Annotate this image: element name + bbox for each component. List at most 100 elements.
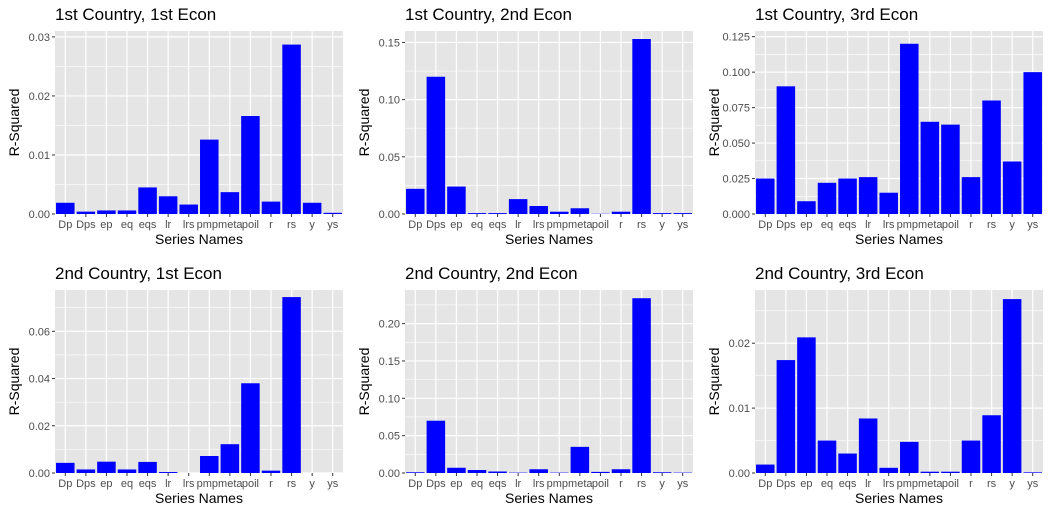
x-tick-label: lr <box>515 219 521 231</box>
x-tick-label: eqs <box>839 219 857 231</box>
chart-svg: 0.000 0.025 0.050 0.075 0.100 0.125 Dp Dps ep eq e… <box>700 0 1050 259</box>
x-axis-label: Series Names <box>855 490 943 506</box>
x-tick-label: lr <box>515 478 521 490</box>
bar-rs <box>982 415 1001 473</box>
bar-ep <box>97 462 116 473</box>
y-tick-label: 0.05 <box>379 152 400 164</box>
bar-eq <box>118 469 137 473</box>
bar-eq <box>118 210 137 214</box>
x-tick-label: r <box>619 478 623 490</box>
chart-svg: 0.00 0.01 0.02 0.03 Dp Dps ep eq eqs lr lrs pmpmeta… <box>0 0 350 259</box>
y-tick-label: 0.00 <box>729 468 750 480</box>
x-tick-label: poil <box>592 478 609 490</box>
bar-poil <box>591 472 610 473</box>
bar-pmeta <box>921 472 940 473</box>
x-tick-label: rs <box>987 219 997 231</box>
x-tick-label: y <box>1009 219 1015 231</box>
bar-lrs <box>879 193 898 214</box>
chart-svg: 0.00 0.05 0.10 0.15 Dp Dps ep eq eqs lr lrs pmpmeta… <box>350 0 700 259</box>
bar-r <box>612 212 631 214</box>
bar-r <box>262 202 281 214</box>
x-tick-label: ys <box>327 219 339 231</box>
x-tick-label: r <box>969 478 973 490</box>
x-tick-label: eqs <box>489 219 507 231</box>
chart-panel-4: 0.00 0.02 0.04 0.06 Dp Dps ep eq eqs lr lrs pmpmeta… <box>0 259 350 518</box>
bar-pmeta <box>571 447 590 473</box>
y-tick-label: 0.125 <box>722 32 750 44</box>
x-tick-label: eq <box>821 478 833 490</box>
x-tick-label: r <box>619 219 623 231</box>
bar-rs <box>632 39 651 214</box>
chart-svg: 0.00 0.02 0.04 0.06 Dp Dps ep eq eqs lr lrs pmpmeta… <box>0 259 350 518</box>
x-tick-label: rs <box>987 478 997 490</box>
y-tick-label: 0.100 <box>722 67 750 79</box>
bar-ys <box>1023 72 1042 214</box>
x-tick-label: pmpmeta <box>547 219 594 231</box>
x-tick-label: Dps <box>426 478 446 490</box>
chart-title: 2nd Country, 2nd Econ <box>405 264 578 283</box>
bar-pmeta <box>571 208 590 214</box>
y-axis-label: R-Squared <box>6 89 22 157</box>
x-tick-label: pmpmeta <box>547 478 594 490</box>
bar-pmeta <box>221 192 240 214</box>
y-tick-label: 0.025 <box>722 174 750 186</box>
x-tick-label: rs <box>287 478 297 490</box>
bar-ep <box>447 187 466 214</box>
bar-Dp <box>756 465 775 473</box>
bar-y <box>303 203 322 214</box>
y-tick-label: 0.00 <box>29 468 50 480</box>
bar-pm <box>200 456 219 473</box>
bar-pm <box>900 44 919 214</box>
bar-r <box>962 177 981 214</box>
x-tick-label: Dp <box>758 219 772 231</box>
bar-ys <box>323 213 342 214</box>
bar-eqs <box>838 454 857 473</box>
chart-title: 1st Country, 1st Econ <box>55 5 216 24</box>
x-tick-label: ys <box>1027 219 1039 231</box>
x-tick-label: ep <box>450 478 462 490</box>
x-tick-label: Dps <box>776 219 796 231</box>
bar-Dp <box>756 179 775 214</box>
x-tick-label: eq <box>821 219 833 231</box>
y-tick-label: 0.02 <box>29 421 50 433</box>
bar-ep <box>797 337 816 473</box>
bar-poil <box>241 383 260 473</box>
bar-pm <box>550 212 569 214</box>
bar-ep <box>97 210 116 214</box>
bar-eq <box>818 441 837 473</box>
bar-Dps <box>77 469 96 473</box>
y-axis-label: R-Squared <box>6 348 22 416</box>
bar-lr <box>159 472 178 473</box>
bar-poil <box>941 125 960 214</box>
bar-Dp <box>406 189 425 214</box>
bar-ep <box>797 201 816 214</box>
x-tick-label: r <box>269 478 273 490</box>
x-tick-label: poil <box>592 219 609 231</box>
x-tick-label: eqs <box>489 478 507 490</box>
x-tick-label: poil <box>942 219 959 231</box>
bar-Dp <box>406 472 425 473</box>
bar-eq <box>468 213 487 214</box>
bar-rs <box>632 298 651 473</box>
x-tick-label: ep <box>800 219 812 231</box>
x-tick-label: Dp <box>408 219 422 231</box>
y-axis-label: R-Squared <box>706 348 722 416</box>
x-tick-label: pmpmeta <box>197 219 244 231</box>
bar-poil <box>241 116 260 214</box>
y-tick-label: 0.050 <box>722 138 750 150</box>
bar-y <box>653 472 672 473</box>
chart-svg: 0.00 0.05 0.10 0.15 0.20 Dp Dps ep eq eqs lr lrs pmp… <box>350 259 700 518</box>
x-tick-label: rs <box>287 219 297 231</box>
x-tick-label: y <box>309 219 315 231</box>
y-axis-label: R-Squared <box>356 348 372 416</box>
x-tick-label: eq <box>471 478 483 490</box>
x-tick-label: Dps <box>776 478 796 490</box>
x-tick-label: eq <box>121 219 133 231</box>
bar-pm <box>900 442 919 473</box>
x-tick-label: y <box>659 478 665 490</box>
chart-title: 2nd Country, 3rd Econ <box>755 264 924 283</box>
bar-poil <box>941 472 960 473</box>
x-tick-label: lr <box>865 478 871 490</box>
x-tick-label: rs <box>637 219 647 231</box>
